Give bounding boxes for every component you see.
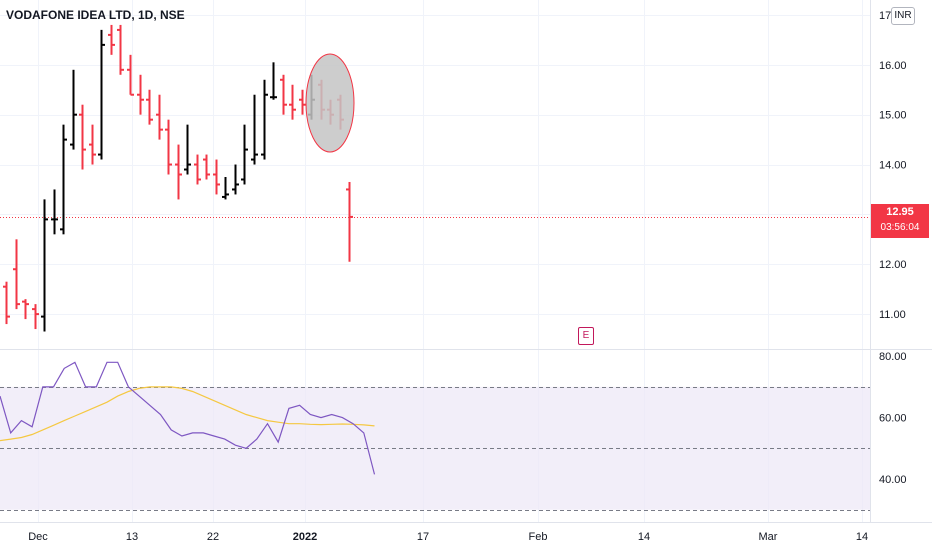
price-axis-label: 15.00 [879, 110, 907, 122]
ohlc-bar [146, 89, 153, 125]
ohlc-bar [213, 159, 220, 195]
time-axis-label: 14 [638, 531, 650, 543]
ohlc-bar [222, 176, 229, 200]
symbol-title[interactable]: VODAFONE IDEA LTD, 1D, NSE [6, 8, 185, 22]
ohlc-bar [137, 74, 144, 115]
ohlc-bar [13, 239, 20, 310]
ohlc-bar [127, 54, 134, 96]
rsi-indicator [0, 361, 376, 475]
ohlc-bar [241, 124, 248, 185]
rsi-axis[interactable]: 80.00 60.00 40.00 [879, 351, 907, 486]
ohlc-bar [108, 24, 115, 55]
currency-badge[interactable]: INR [891, 7, 915, 25]
price-axis-label: 14.00 [879, 160, 907, 172]
rsi-axis-label: 80.00 [879, 351, 907, 363]
ohlc-bar [299, 89, 306, 115]
ohlc-bar [98, 29, 105, 160]
ohlc-bar [289, 84, 296, 120]
time-axis-label: Dec [28, 531, 48, 543]
rsi-axis-label: 40.00 [879, 474, 907, 486]
last-price-label: 12.95 03:56:04 [871, 204, 929, 238]
ohlc-bar [32, 304, 39, 330]
bar-countdown: 03:56:04 [880, 222, 920, 233]
ohlc-bar [165, 119, 172, 175]
ohlc-bar [270, 62, 277, 100]
rsi-line [0, 361, 376, 475]
ohlc-bar [346, 181, 353, 262]
ohlc-bar [70, 69, 77, 150]
time-axis-label: Mar [759, 531, 778, 543]
rsi-band [0, 386, 870, 511]
last-price-value: 12.95 [886, 206, 914, 218]
ohlc-bar [79, 104, 86, 170]
ohlc-bar [117, 24, 124, 75]
ohlc-bar [51, 189, 58, 235]
price-axis-label: 11.00 [879, 309, 906, 321]
time-axis-label: 13 [126, 531, 138, 543]
ohlc-bar [41, 199, 48, 332]
time-axis-label: 22 [207, 531, 219, 543]
time-axis[interactable]: Dec 13 22 2022 17 Feb 14 Mar 14 [28, 531, 868, 543]
ohlc-bar [194, 154, 201, 185]
time-axis-label: 14 [856, 531, 868, 543]
highlight-ellipse-drawing[interactable] [305, 53, 355, 153]
time-axis-label: 17 [417, 531, 429, 543]
ohlc-bar [232, 164, 239, 195]
ohlc-bar [89, 124, 96, 165]
ohlc-bar [203, 154, 210, 180]
price-axis-label: 16.00 [879, 60, 907, 72]
ohlc-bars [3, 24, 353, 332]
time-axis-label: Feb [529, 531, 548, 543]
ohlc-bar [261, 79, 268, 160]
ohlc-bar [22, 299, 29, 320]
ohlc-bar [175, 144, 182, 200]
earnings-marker-icon[interactable]: E [578, 327, 594, 345]
ohlc-bar [60, 124, 67, 235]
ohlc-bar [251, 94, 258, 165]
rsi-axis-label: 60.00 [879, 413, 907, 425]
rsi-ma-line [0, 386, 375, 442]
price-axis-label: 12.00 [879, 259, 907, 271]
ohlc-bar [280, 74, 287, 115]
ohlc-bar [156, 94, 163, 140]
ohlc-bar [3, 281, 10, 325]
time-axis-label: 2022 [293, 531, 317, 543]
ohlc-bar [184, 124, 191, 175]
